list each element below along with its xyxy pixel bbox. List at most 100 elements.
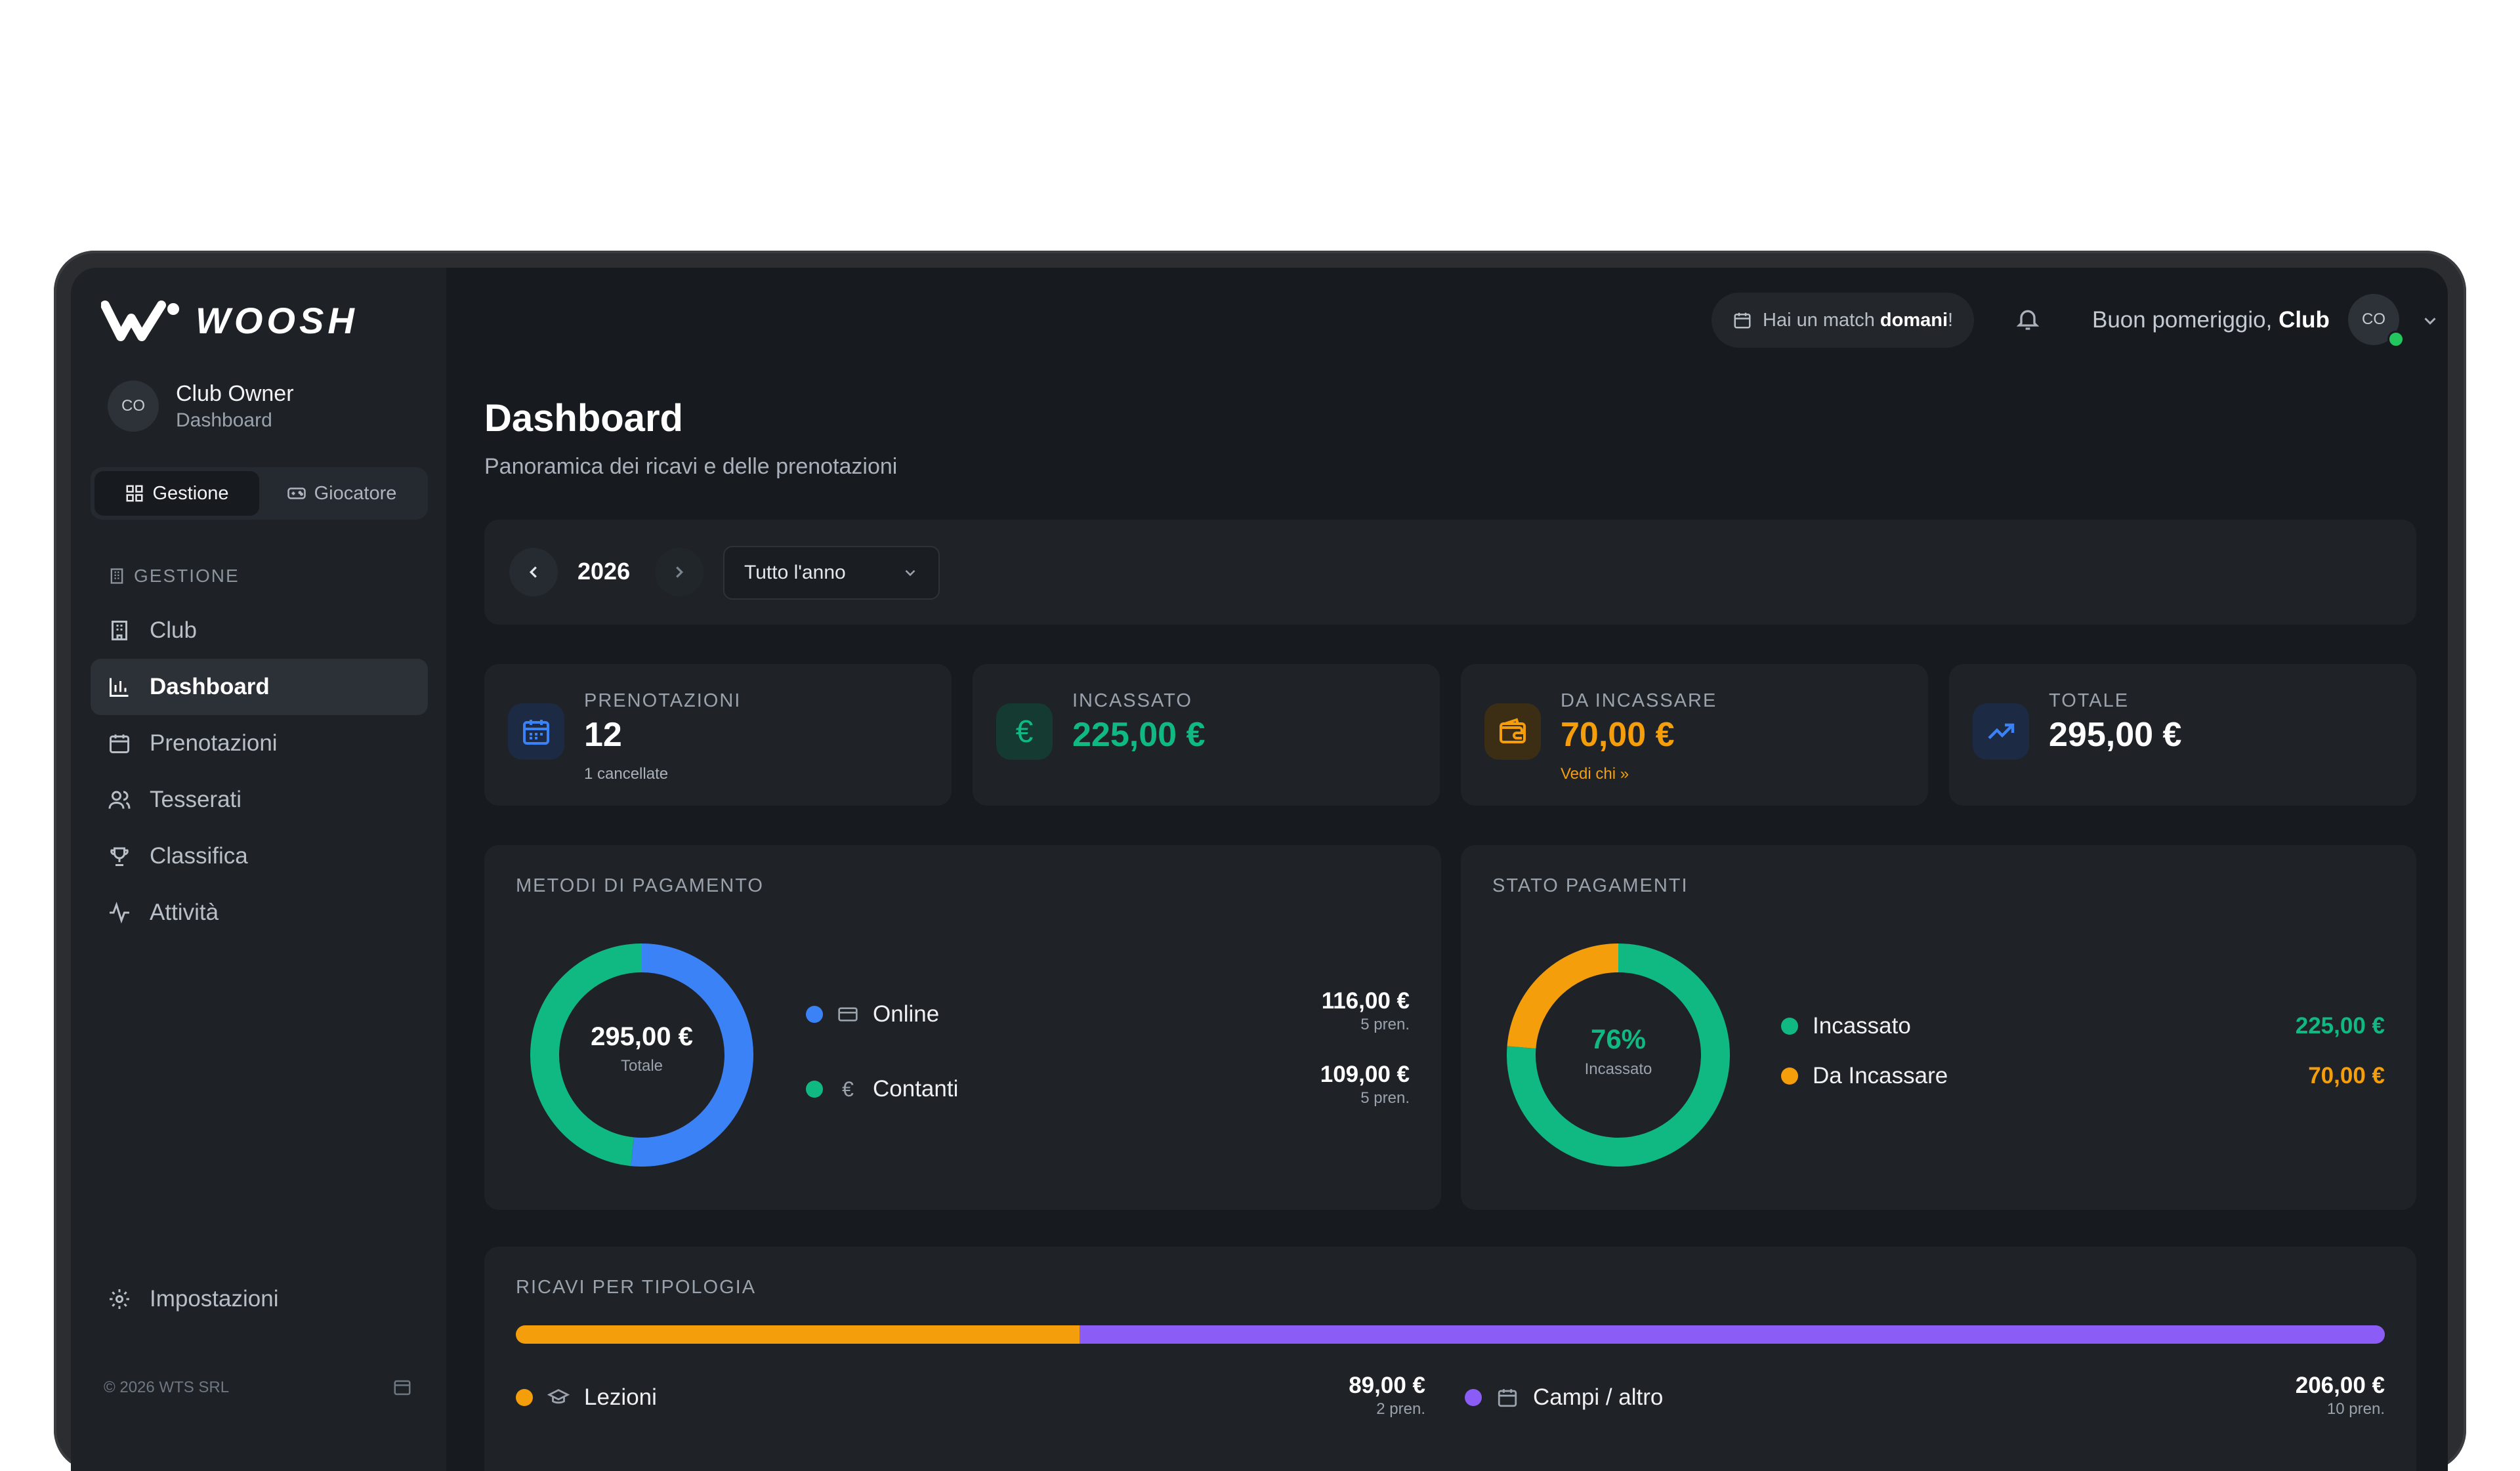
kpi-label: PRENOTAZIONI <box>584 690 742 711</box>
donut-center-label: Totale <box>620 1057 663 1075</box>
online-amount: 116,00 € 5 pren. <box>1322 988 1410 1034</box>
kpi-label: TOTALE <box>2049 690 2130 711</box>
lezioni-amount: 89,00 € 2 pren. <box>1272 1373 1425 1419</box>
kpi-incassato: € INCASSATO 225,00 € <box>973 664 1440 806</box>
campi-amount: 206,00 € 10 pren. <box>2296 1373 2385 1419</box>
sidebar-item-attivita[interactable]: Attività <box>91 884 428 941</box>
mode-giocatore-label: Giocatore <box>314 482 397 504</box>
collapse-sidebar-icon[interactable] <box>392 1378 412 1398</box>
sidebar-user[interactable]: CO Club Owner Dashboard <box>108 381 294 432</box>
card-title: METODI DI PAGAMENTO <box>516 875 764 896</box>
amount-value: 116,00 € <box>1321 988 1410 1014</box>
donut-slice-0 <box>1507 943 1730 1167</box>
kpi-value: 225,00 € <box>1072 716 1206 754</box>
chevron-right-icon <box>676 566 684 578</box>
mode-giocatore-button[interactable]: Giocatore <box>259 471 424 516</box>
user-role: Dashboard <box>176 409 272 431</box>
prev-year-button[interactable] <box>509 548 558 596</box>
card-title: RICAVI PER TIPOLOGIA <box>516 1277 757 1298</box>
kpi-label: DA INCASSARE <box>1561 690 1717 711</box>
amount-value: 109,00 € <box>1320 1062 1410 1087</box>
legend-label: Lezioni <box>584 1384 657 1410</box>
payment-status-card: STATO PAGAMENTI 76% Incassato Incassato … <box>1461 845 2416 1210</box>
section-title: GESTIONE <box>108 566 240 587</box>
legend-campi: Campi / altro <box>1465 1384 1663 1411</box>
bar-segment-campi <box>1080 1325 2385 1344</box>
sidebar-item-label: Attività <box>150 900 219 925</box>
amount-count: 5 pren. <box>1360 1016 1410 1033</box>
incassato-amount: 225,00 € <box>2295 1013 2385 1039</box>
payment-methods-donut <box>530 943 753 1167</box>
legend-lezioni: Lezioni <box>516 1384 657 1411</box>
avatar: CO <box>108 381 159 432</box>
legend-da-incassare: Da Incassare <box>1781 1063 1948 1089</box>
period-select[interactable]: Tutto l'anno <box>723 546 940 600</box>
copyright-text: © 2026 WTS SRL <box>104 1378 230 1396</box>
bell-icon[interactable] <box>2015 304 2041 333</box>
mode-gestione-button[interactable]: Gestione <box>94 471 259 516</box>
user-name: Club Owner <box>176 381 294 406</box>
legend-incassato: Incassato <box>1781 1013 1911 1039</box>
donut-center: 76% Incassato <box>1507 1024 1730 1079</box>
logo[interactable]: WOOSH <box>101 299 358 342</box>
app-screen: WOOSH CO Club Owner Dashboard Gestione G… <box>71 268 2448 1471</box>
amount-value: 89,00 € <box>1349 1373 1425 1398</box>
period-select-value: Tutto l'anno <box>744 562 846 583</box>
kpi-sub: 1 cancellate <box>584 765 669 783</box>
next-year-button[interactable] <box>655 548 704 596</box>
legend-dot <box>1781 1018 1798 1035</box>
match-text: Hai un match <box>1763 309 1880 331</box>
greeting: Buon pomeriggio, Club <box>2092 307 2330 333</box>
payment-status-donut <box>1507 943 1730 1167</box>
amount-count: 2 pren. <box>1376 1400 1425 1418</box>
chevron-left-icon <box>529 566 537 578</box>
sidebar-item-classifica[interactable]: Classifica <box>91 828 428 884</box>
donut-center-value: 76% <box>1590 1024 1647 1054</box>
section-title-text: GESTIONE <box>134 566 240 586</box>
users-icon <box>108 791 131 809</box>
contanti-amount: 109,00 € 5 pren. <box>1320 1062 1410 1108</box>
card-title: STATO PAGAMENTI <box>1492 875 1689 896</box>
sidebar-item-tesserati[interactable]: Tesserati <box>91 772 428 828</box>
page-title: Dashboard <box>484 397 683 440</box>
kpi-value: 70,00 € <box>1561 716 1675 754</box>
sidebar-item-label: Classifica <box>150 843 248 869</box>
chevron-down-icon <box>905 570 915 577</box>
euro-icon: € <box>842 1077 854 1101</box>
grid-icon <box>126 485 143 502</box>
calendar-icon <box>1734 312 1751 329</box>
calendar-icon <box>110 734 129 753</box>
sidebar-item-settings[interactable]: Impostazioni <box>108 1286 278 1312</box>
sidebar-item-label: Tesserati <box>150 787 242 812</box>
logo-text: WOOSH <box>196 300 358 341</box>
amount-count: 10 pren. <box>2326 1400 2385 1418</box>
bar-chart-icon <box>110 678 129 697</box>
match-reminder-pill[interactable]: Hai un match domani! <box>1712 293 1975 348</box>
mode-switch: Gestione Giocatore <box>91 467 428 520</box>
kpi-totale: TOTALE 295,00 € <box>1949 664 2416 806</box>
legend-label: Da Incassare <box>1813 1063 1948 1088</box>
woosh-logo-icon <box>101 300 179 341</box>
legend-dot <box>806 1081 823 1098</box>
activity-icon <box>110 901 129 924</box>
sidebar-nav: Club Dashboard Prenotazioni Tesserati Cl… <box>91 602 428 941</box>
calendar-icon <box>508 703 564 760</box>
period-filter-bar: 2026 Tutto l'anno <box>484 520 2416 625</box>
building-icon <box>112 621 127 640</box>
revenue-by-type-card: RICAVI PER TIPOLOGIA Lezioni 89,00 € 2 p… <box>484 1247 2416 1471</box>
donut-center-label: Incassato <box>1584 1060 1652 1078</box>
view-unpaid-link[interactable]: Vedi chi » <box>1561 765 1629 783</box>
year-label: 2026 <box>578 558 631 585</box>
chevron-down-icon[interactable] <box>2420 311 2440 331</box>
credit-card-icon <box>838 1007 858 1022</box>
donut-center-value: 295,00 € <box>591 1022 693 1051</box>
device-frame: WOOSH CO Club Owner Dashboard Gestione G… <box>54 251 2466 1471</box>
sidebar-item-dashboard[interactable]: Dashboard <box>91 659 428 715</box>
sidebar-item-club[interactable]: Club <box>91 602 428 659</box>
sidebar-item-prenotazioni[interactable]: Prenotazioni <box>91 715 428 772</box>
amount-count: 5 pren. <box>1360 1089 1410 1107</box>
legend-label: Incassato <box>1813 1013 1911 1039</box>
building-icon <box>110 568 123 584</box>
amount-value: 206,00 € <box>2295 1373 2385 1398</box>
donut-slice-1 <box>530 943 642 1167</box>
